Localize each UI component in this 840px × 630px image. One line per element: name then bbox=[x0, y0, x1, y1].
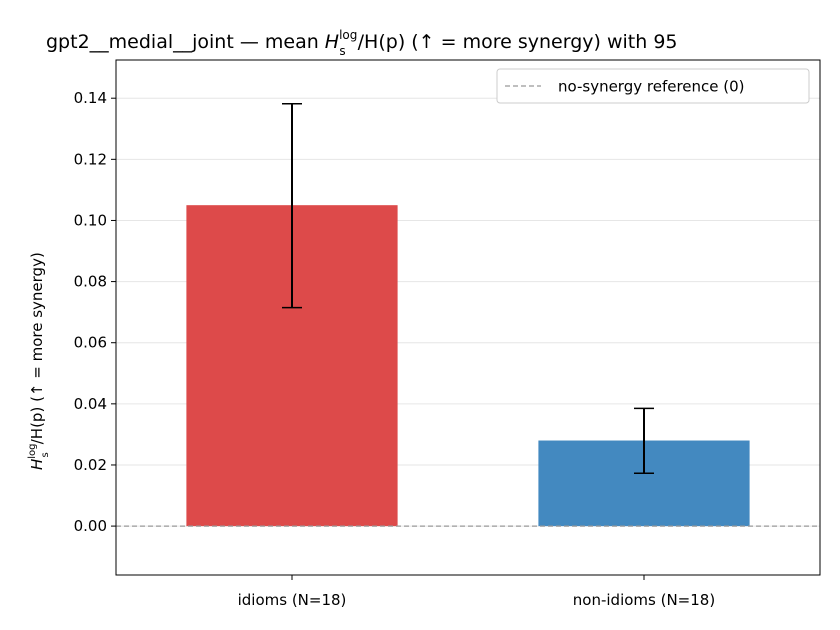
plot-frame bbox=[115, 59, 821, 576]
y-tick-label: 0.10 bbox=[74, 211, 107, 229]
y-tick-label: 0.06 bbox=[74, 334, 107, 352]
title-sub: s bbox=[339, 44, 345, 58]
bars bbox=[186, 205, 750, 527]
chart-title: gpt2__medial__joint — mean Hlog s/H(p) (↑… bbox=[46, 28, 678, 58]
title-H: H bbox=[325, 31, 339, 53]
legend: no-synergy reference (0) bbox=[496, 68, 810, 104]
title-prefix: gpt2__medial__joint — mean bbox=[46, 31, 325, 53]
y-tick-label: 0.00 bbox=[74, 517, 107, 535]
y-tick-label: 0.04 bbox=[74, 395, 107, 413]
legend-label: no-synergy reference (0) bbox=[558, 78, 745, 96]
title-suffix: /H(p) (↑ = more synergy) with 95 bbox=[358, 31, 678, 53]
ylabel-suffix: /H(p) (↑ = more synergy) bbox=[28, 252, 46, 444]
y-ticks: 0.00 0.02 0.04 0.06 0.08 0.10 0.12 0.14 bbox=[74, 89, 116, 535]
y-tick-label: 0.02 bbox=[74, 456, 107, 474]
legend-box bbox=[496, 68, 810, 104]
title-sup: log bbox=[339, 28, 357, 42]
ylabel-sub: s bbox=[40, 452, 51, 457]
x-tick-label: idioms (N=18) bbox=[238, 591, 347, 609]
y-tick-label: 0.14 bbox=[74, 89, 107, 107]
ylabel-sup: log bbox=[27, 443, 38, 458]
y-tick-label: 0.08 bbox=[74, 273, 107, 291]
y-tick-label: 0.12 bbox=[74, 150, 107, 168]
x-tick-label: non-idioms (N=18) bbox=[573, 591, 715, 609]
error-bars bbox=[282, 102, 654, 474]
ylabel-H: H bbox=[28, 459, 46, 470]
y-axis-label: Hlog s/H(p) (↑ = more synergy) bbox=[27, 252, 51, 470]
x-ticks: idioms (N=18) non-idioms (N=18) bbox=[238, 575, 715, 609]
